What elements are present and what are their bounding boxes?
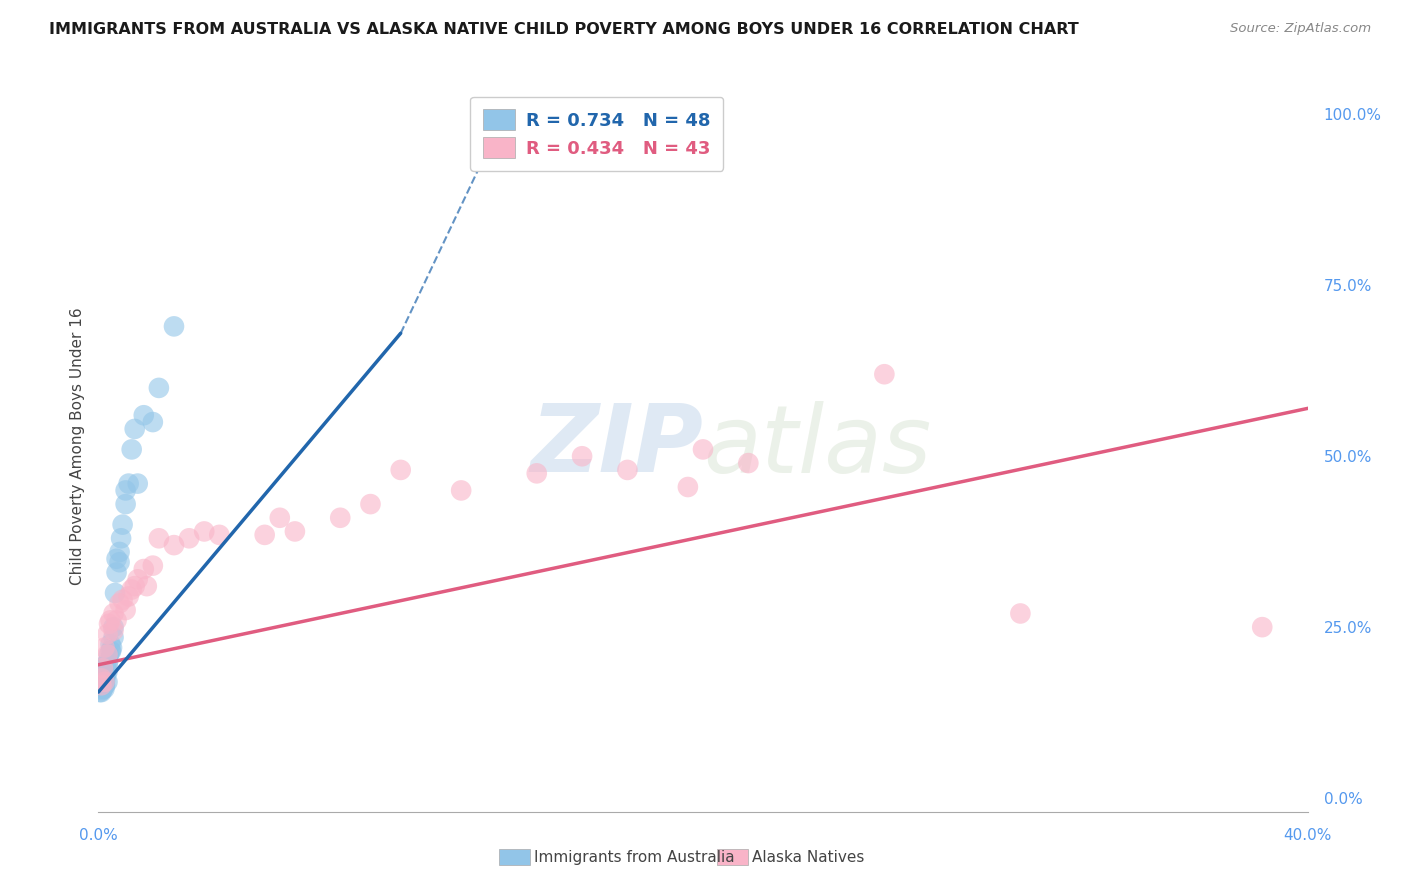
Point (124, 579, 146, 593)
Point (100, 644, 122, 658)
Point (269, 510, 291, 524)
Point (148, 381, 170, 395)
Point (110, 531, 132, 545)
Point (103, 607, 125, 621)
Text: Immigrants from Australia: Immigrants from Australia (534, 850, 735, 864)
Point (118, 476, 141, 491)
Text: Alaska Natives: Alaska Natives (752, 850, 865, 864)
Point (96, 648, 118, 662)
Legend: R = 0.734   N = 48, R = 0.434   N = 43: R = 0.734 N = 48, R = 0.434 N = 43 (470, 96, 723, 171)
Point (89, 674, 111, 689)
Point (121, 582, 143, 597)
Point (91, 683, 114, 698)
Point (96, 674, 118, 689)
Point (163, 538, 186, 552)
Point (873, 368, 896, 382)
Point (94, 673, 117, 688)
Text: Source: ZipAtlas.com: Source: ZipAtlas.com (1230, 22, 1371, 36)
Point (121, 442, 143, 457)
Point (1010, 607, 1032, 621)
Point (329, 510, 352, 524)
Point (93, 672, 115, 686)
Point (90, 678, 112, 692)
Point (450, 483, 472, 498)
Point (526, 467, 548, 481)
Point (284, 524, 307, 539)
Point (91, 681, 114, 696)
Point (94, 668, 117, 682)
Point (148, 531, 170, 545)
Point (89, 685, 111, 699)
Point (179, 531, 201, 545)
Point (103, 631, 125, 645)
Point (389, 463, 412, 477)
Point (93, 681, 115, 696)
Point (96, 665, 118, 679)
Point (118, 590, 141, 604)
Point (571, 449, 593, 463)
Point (132, 409, 155, 423)
Point (90, 674, 112, 689)
Point (105, 613, 128, 627)
Text: ZIP: ZIP (530, 400, 703, 492)
Point (108, 596, 131, 610)
Point (97, 654, 120, 668)
Point (108, 555, 131, 569)
Point (108, 545, 131, 559)
Point (142, 415, 165, 429)
Point (100, 644, 122, 658)
Point (111, 592, 134, 607)
Point (360, 497, 382, 511)
Point (100, 637, 122, 651)
Point (135, 579, 157, 593)
Y-axis label: Child Poverty Among Boys Under 16: Child Poverty Among Boys Under 16 (69, 307, 84, 585)
Point (616, 463, 638, 477)
Point (98, 648, 121, 662)
Point (93, 678, 115, 692)
Point (93, 640, 115, 655)
Point (91, 676, 114, 690)
Point (132, 562, 155, 576)
Point (96, 657, 118, 672)
Point (91, 669, 114, 683)
Point (100, 613, 122, 627)
Point (114, 483, 136, 498)
Point (692, 442, 714, 457)
Point (98, 616, 121, 631)
Point (163, 319, 186, 334)
Point (193, 524, 215, 539)
Point (103, 620, 125, 634)
Point (124, 422, 146, 436)
Text: atlas: atlas (703, 401, 931, 491)
Point (101, 640, 124, 655)
Point (90, 672, 112, 686)
Point (105, 566, 128, 580)
Point (105, 551, 128, 566)
Point (253, 528, 276, 542)
Point (127, 572, 149, 586)
Point (94, 678, 117, 692)
Point (90, 672, 112, 686)
Point (676, 480, 699, 494)
Point (737, 456, 759, 470)
Point (94, 657, 117, 672)
Point (91, 674, 114, 689)
Point (93, 674, 115, 689)
Point (104, 586, 127, 600)
Point (114, 603, 136, 617)
Point (208, 528, 231, 542)
Text: IMMIGRANTS FROM AUSTRALIA VS ALASKA NATIVE CHILD POVERTY AMONG BOYS UNDER 16 COR: IMMIGRANTS FROM AUSTRALIA VS ALASKA NATI… (49, 22, 1078, 37)
Point (90, 681, 112, 696)
Point (90, 685, 112, 699)
Point (481, 135, 503, 149)
Point (1251, 620, 1274, 634)
Point (103, 624, 125, 638)
Point (91, 661, 114, 675)
Point (127, 476, 149, 491)
Point (111, 517, 134, 532)
Point (114, 497, 136, 511)
Point (142, 558, 165, 573)
Point (90, 678, 112, 692)
Point (96, 627, 118, 641)
